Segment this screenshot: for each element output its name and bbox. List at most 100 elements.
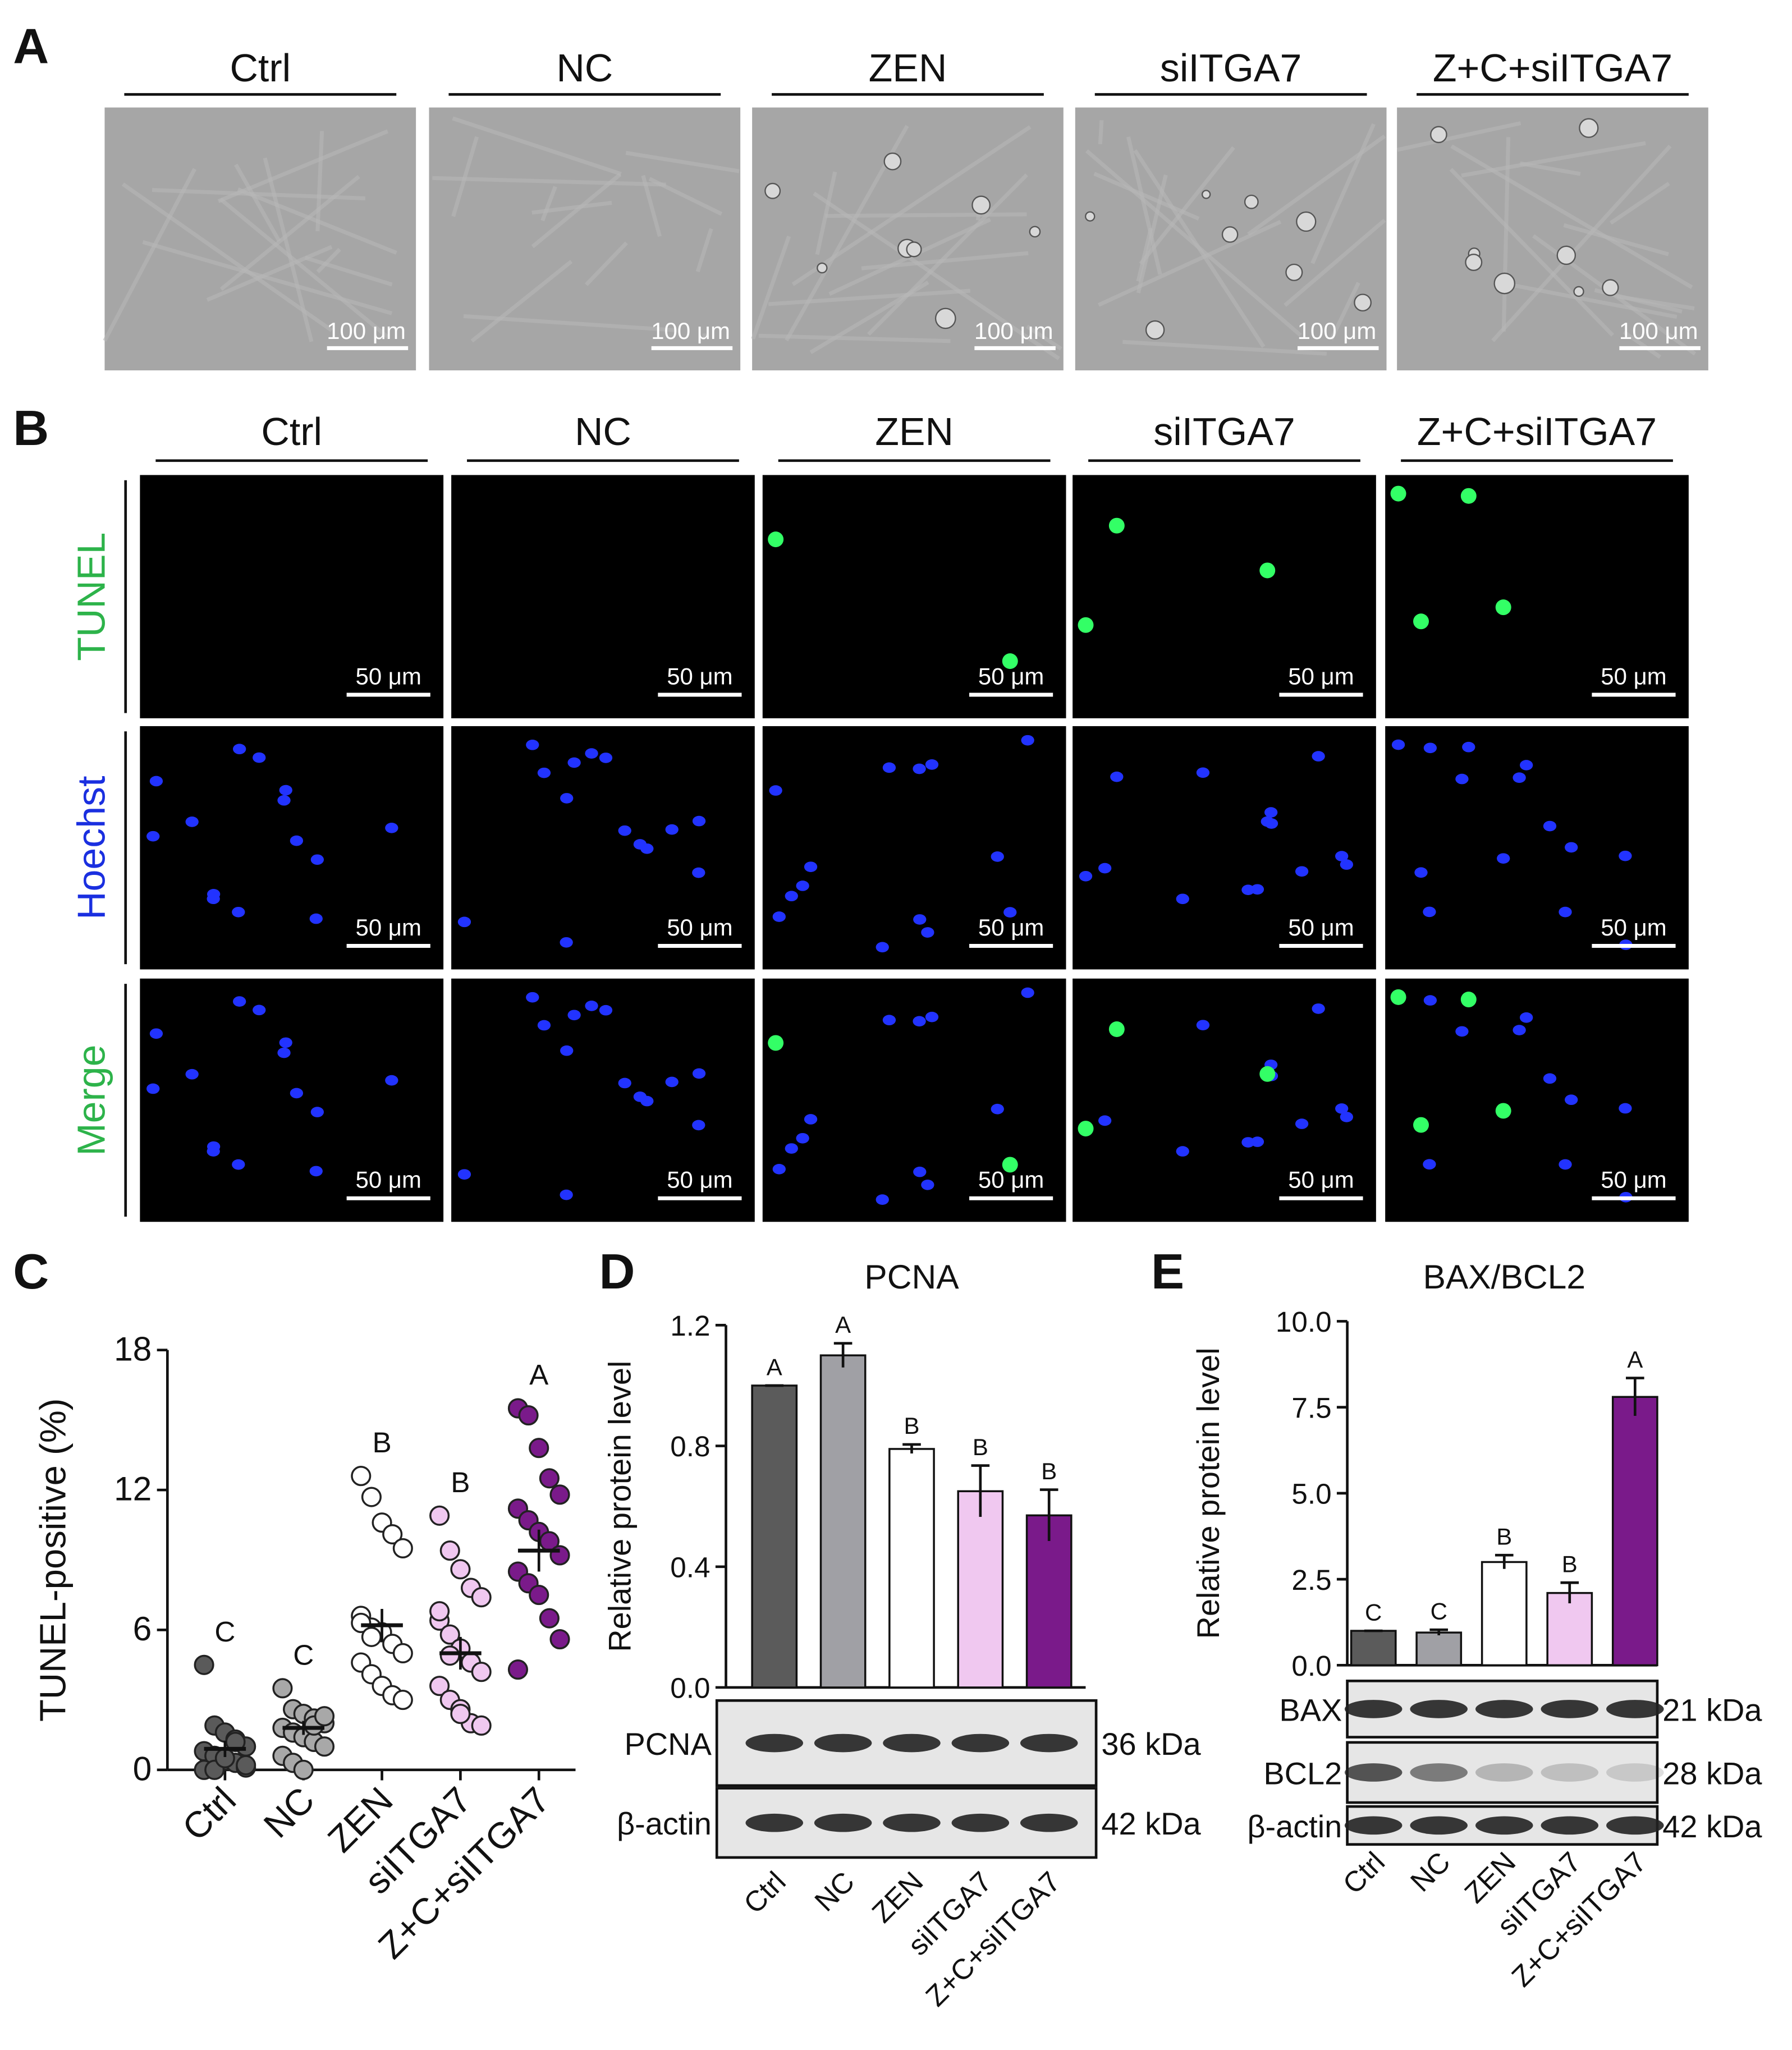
column-label: NC xyxy=(556,46,613,90)
blot-size: 42 kDa xyxy=(1662,1809,1762,1844)
nucleus xyxy=(1264,807,1278,818)
cell-texture xyxy=(625,150,740,173)
tunel-signal xyxy=(1002,653,1018,669)
nucleus xyxy=(769,785,782,796)
blot-band xyxy=(1410,1816,1468,1835)
cell-texture xyxy=(152,188,365,200)
blot-band xyxy=(745,1813,804,1832)
scale-bar-label: 50 μm xyxy=(667,663,732,689)
blot-band xyxy=(1606,1763,1664,1782)
scale-bar-label: 50 μm xyxy=(356,1167,421,1193)
scale-bar-label: 50 μm xyxy=(667,1167,732,1193)
nucleus xyxy=(925,1011,939,1022)
data-point xyxy=(392,1538,413,1559)
blot-band xyxy=(1475,1700,1533,1718)
scale-bar-label: 50 μm xyxy=(1288,1167,1354,1193)
nucleus xyxy=(1335,851,1349,861)
fluorescence-image xyxy=(1385,475,1689,718)
cell-texture xyxy=(237,187,397,255)
x-tick-label: ZEN xyxy=(866,1865,929,1929)
cell-texture xyxy=(142,240,393,315)
nucleus xyxy=(692,815,706,827)
data-point xyxy=(194,1654,214,1675)
nucleus xyxy=(876,942,889,953)
nucleus xyxy=(665,824,679,835)
cell-texture xyxy=(1122,340,1327,356)
nucleus xyxy=(796,880,809,891)
nucleus xyxy=(921,927,934,938)
cell-texture xyxy=(1098,220,1282,307)
round-cell xyxy=(1285,263,1303,281)
x-tick-label: Ctrl xyxy=(1337,1846,1391,1900)
round-cell xyxy=(764,182,781,199)
scale-bar-label: 50 μm xyxy=(978,1167,1044,1193)
x-tick-label: NC xyxy=(809,1865,861,1918)
y-tick-label: 0.0 xyxy=(670,1672,710,1704)
scale-bar-label: 50 μm xyxy=(978,663,1044,689)
nucleus xyxy=(772,1163,786,1175)
cell-texture xyxy=(451,136,479,217)
data-point xyxy=(314,1736,335,1757)
row-label: Hoechst xyxy=(69,776,113,919)
data-point xyxy=(539,1468,560,1489)
nucleus xyxy=(633,1092,647,1102)
y-tick-label: 0.4 xyxy=(670,1551,710,1583)
bar xyxy=(1025,1514,1073,1689)
y-tick-label: 5.0 xyxy=(1291,1478,1331,1510)
nucleus xyxy=(1543,1073,1557,1084)
nucleus xyxy=(585,1001,598,1011)
fluorescence-image xyxy=(1073,978,1376,1222)
nucleus xyxy=(560,793,574,804)
blot-band xyxy=(1475,1763,1533,1782)
tunel-signal xyxy=(1259,1066,1276,1082)
nucleus xyxy=(991,1103,1004,1115)
cell-texture xyxy=(1133,149,1266,348)
blot-band xyxy=(1475,1816,1533,1835)
data-point xyxy=(439,1645,460,1666)
round-cell xyxy=(1145,320,1165,340)
blot-band xyxy=(1344,1816,1403,1835)
round-cell xyxy=(1296,211,1317,232)
cell-texture xyxy=(791,125,1032,286)
blot-band xyxy=(1344,1700,1403,1718)
scale-bar-label: 50 μm xyxy=(356,914,421,941)
blot-size: 28 kDa xyxy=(1662,1755,1762,1791)
cell-texture xyxy=(1026,324,1062,351)
bar xyxy=(888,1448,935,1689)
cell-texture xyxy=(585,241,628,286)
nucleus xyxy=(1250,1136,1264,1147)
nucleus xyxy=(149,1028,163,1039)
nucleus xyxy=(537,767,551,778)
cell-texture xyxy=(315,131,324,232)
blot-band xyxy=(1606,1700,1664,1718)
column-label: Z+C+siITGA7 xyxy=(1433,46,1672,90)
cell-texture xyxy=(1450,144,1693,289)
y-tick-label: 10.0 xyxy=(1276,1306,1332,1338)
blot-label: BAX xyxy=(1279,1692,1342,1727)
significance-letter: B xyxy=(1562,1551,1578,1577)
blot-band xyxy=(814,1813,872,1832)
nucleus xyxy=(1264,818,1278,829)
nucleus xyxy=(785,1143,798,1154)
x-tick-label: Ctrl xyxy=(175,1779,244,1848)
cell-texture xyxy=(1247,134,1386,236)
cell-texture xyxy=(1397,121,1521,152)
scale-bar-label: 100 μm xyxy=(1298,318,1377,344)
nucleus xyxy=(385,822,398,833)
round-cell xyxy=(1556,245,1576,265)
data-point xyxy=(450,1703,471,1725)
blot-band xyxy=(1541,1700,1599,1718)
nucleus xyxy=(1098,1115,1112,1126)
cell-texture xyxy=(813,191,1060,360)
blot-band xyxy=(951,1813,1010,1832)
cell-texture xyxy=(1330,282,1360,341)
scale-bar-label: 50 μm xyxy=(356,663,421,689)
nucleus xyxy=(925,759,939,770)
significance-letter: C xyxy=(214,1616,235,1648)
blot-size: 36 kDa xyxy=(1101,1726,1201,1762)
y-tick-label: 18 xyxy=(114,1329,152,1368)
nucleus xyxy=(1423,742,1437,754)
blot-label: β-actin xyxy=(1247,1809,1342,1844)
fluorescence-image xyxy=(1073,726,1376,970)
